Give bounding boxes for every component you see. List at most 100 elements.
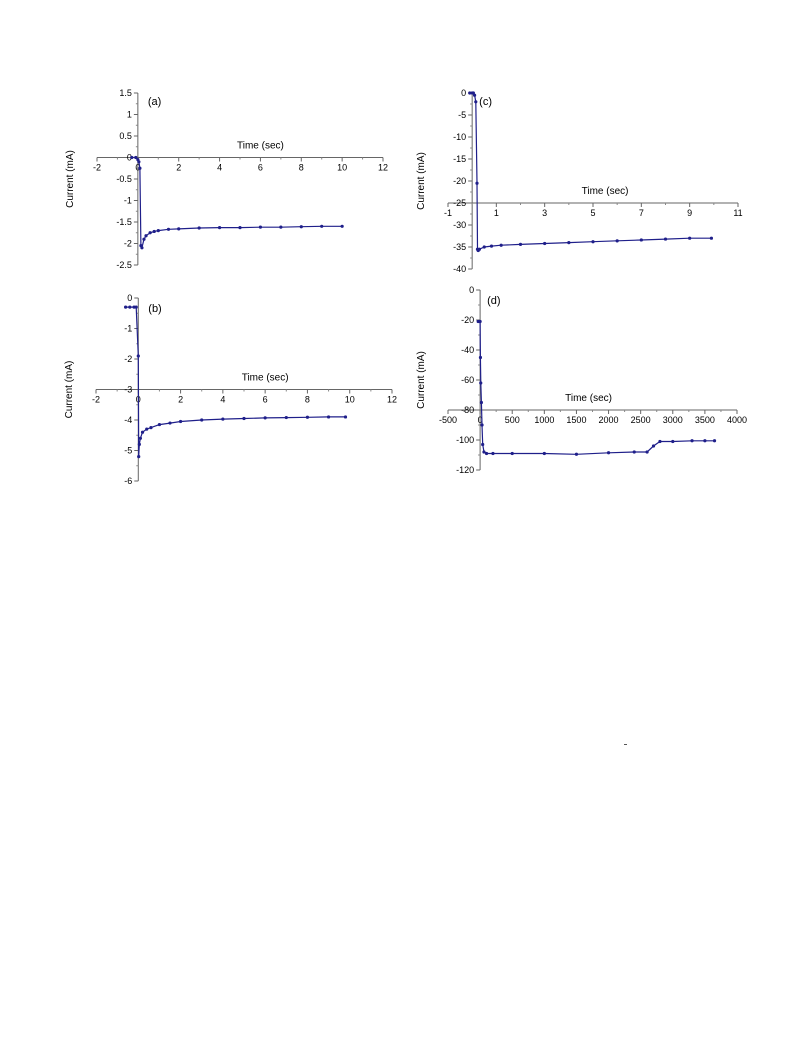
x-tick-label: 1000 (534, 415, 554, 425)
x-tick-label: 10 (345, 395, 355, 405)
data-point (137, 442, 141, 446)
data-point (480, 423, 484, 427)
y-tick-label: 1 (127, 110, 132, 120)
x-tick-label: 4 (220, 395, 225, 405)
data-point (130, 155, 134, 160)
data-point (481, 442, 485, 447)
data-point (663, 237, 668, 241)
data-point (479, 381, 483, 385)
data-point (479, 400, 483, 405)
x-tick-label: 6 (258, 163, 263, 173)
data-point (140, 430, 145, 434)
data-point (709, 236, 714, 240)
y-tick-label: -120 (456, 465, 474, 475)
x-tick-label: 4000 (727, 415, 747, 425)
data-point (518, 242, 523, 246)
y-tick-label: -25 (453, 198, 466, 208)
data-point (217, 225, 222, 230)
y-tick-label: -60 (461, 375, 474, 385)
data-point (472, 93, 477, 97)
panel-label: (a) (148, 96, 161, 108)
x-axis-label: Time (sec) (582, 186, 629, 197)
y-tick-label: -5 (124, 446, 132, 456)
series-line (131, 156, 343, 250)
x-tick-label: 1 (494, 208, 499, 218)
data-point (145, 427, 149, 431)
data-point (242, 416, 246, 421)
data-point (510, 451, 514, 456)
data-point (284, 415, 288, 420)
data-point (156, 229, 160, 233)
chart-panel-c: 0 -5 -10 -15 -20 -25 -30 -35 -40 -1 1 3 5 7 9 11 Time (s… (416, 88, 743, 274)
data-point (136, 354, 140, 358)
data-point (491, 451, 495, 456)
data-point (134, 155, 138, 160)
y-tick-label: -3 (124, 385, 132, 395)
data-point (591, 240, 595, 244)
data-point (157, 422, 162, 427)
data-point (128, 305, 132, 309)
data-point (690, 439, 694, 443)
y-tick-label: 0 (469, 285, 474, 295)
data-point (138, 436, 142, 440)
series-line (125, 306, 346, 457)
x-tick-label: 8 (299, 163, 304, 173)
data-point (658, 439, 662, 444)
data-point (688, 236, 692, 240)
data-point (149, 426, 153, 430)
data-point (134, 305, 138, 309)
data-point (152, 229, 156, 234)
x-tick-label: 0 (135, 163, 140, 173)
data-point (177, 227, 181, 231)
y-tick-label: -1 (124, 324, 132, 334)
data-point (238, 225, 242, 230)
data-point (263, 416, 267, 420)
data-point (475, 181, 479, 185)
x-axis-label: Time (sec) (565, 393, 612, 404)
y-tick-label: -1.5 (116, 217, 132, 227)
data-point (632, 450, 636, 454)
x-tick-label: 8 (305, 395, 310, 405)
x-tick-label: -1 (444, 208, 452, 218)
chart-panel-d: 0 -20 -40 -60 -80 -100 -120 -500 0 500 1000 1500 200… (416, 285, 747, 475)
data-point (671, 439, 675, 444)
data-point (574, 452, 579, 456)
x-tick-label: 3500 (695, 415, 715, 425)
y-tick-label: 0 (127, 293, 132, 303)
x-axis-label: Time (sec) (237, 141, 284, 152)
data-point (712, 439, 717, 443)
panel-label: (c) (479, 96, 492, 108)
x-tick-label: 2500 (631, 415, 651, 425)
data-point (477, 247, 482, 251)
y-tick-label: -30 (453, 220, 466, 230)
x-tick-label: -2 (92, 395, 100, 405)
x-tick-label: -500 (439, 415, 457, 425)
y-tick-label: -2 (124, 239, 132, 249)
panel-label: (d) (487, 295, 500, 307)
x-tick-label: 9 (687, 208, 692, 218)
y-tick-label: -40 (461, 345, 474, 355)
y-tick-label: 0 (461, 88, 466, 98)
data-point (615, 239, 619, 243)
x-tick-label: 1500 (566, 415, 586, 425)
y-tick-label: -6 (124, 476, 132, 486)
data-point (144, 234, 148, 238)
data-point (142, 237, 146, 241)
data-point (474, 100, 478, 104)
x-tick-label: 11 (733, 208, 742, 218)
data-point (137, 160, 141, 164)
y-tick-label: -1 (124, 196, 132, 206)
x-axis-label: Time (sec) (242, 373, 289, 384)
y-tick-label: -40 (453, 264, 466, 274)
y-tick-label: 1.5 (119, 88, 132, 98)
x-tick-label: 3 (542, 208, 547, 218)
y-tick-label: -4 (124, 415, 132, 425)
y-tick-label: -100 (456, 435, 474, 445)
x-tick-label: 500 (505, 415, 520, 425)
data-point (482, 450, 486, 454)
y-tick-label: -0.5 (116, 174, 132, 184)
data-point (343, 415, 348, 419)
panel-label: (b) (148, 303, 161, 315)
y-axis-label: Current (mA) (416, 351, 427, 409)
